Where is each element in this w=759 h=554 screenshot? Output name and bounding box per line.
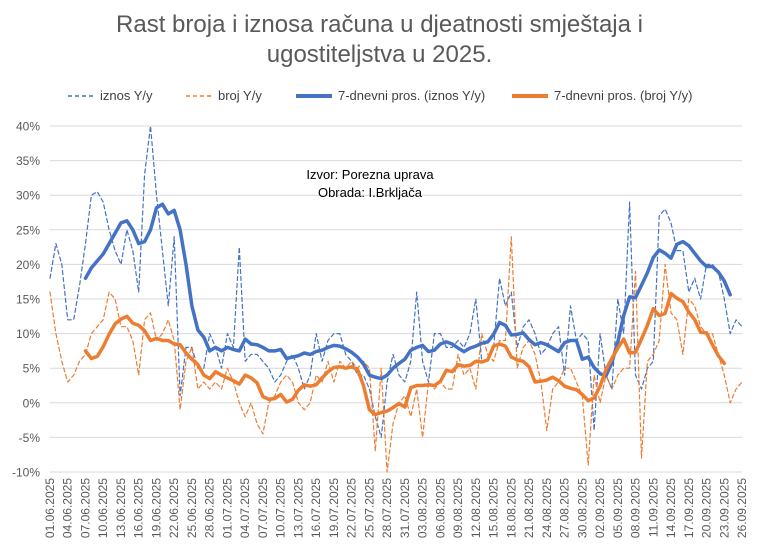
legend-swatch-broj [186,94,212,97]
author-line: Obrada: I.Brkljača [317,185,423,200]
legend-item-avg-broj: 7-dnevni pros. (broj Y/y) [512,88,693,103]
legend-label-iznos: iznos Y/y [100,88,153,103]
x-tick-label: 07.07.2025 [256,478,270,538]
legend-item-broj: broj Y/y [186,88,262,103]
x-tick-label: 16.06.2025 [132,478,146,538]
x-tick-label: 15.08.2025 [487,478,501,538]
series-line-3 [83,291,727,417]
x-tick-label: 09.08.2025 [451,478,465,538]
y-tick-label: 10% [16,327,40,341]
y-tick-label: 5% [23,362,41,376]
y-tick-label: -10% [12,466,40,480]
x-tick-label: 10.07.2025 [274,478,288,538]
x-tick-label: 31.07.2025 [398,478,412,538]
series-line-1 [49,236,743,473]
x-tick-label: 21.08.2025 [522,478,536,538]
y-tick-label: 30% [16,189,40,203]
chart-legend: iznos Y/y broj Y/y 7-dnevni pros. (iznos… [0,88,759,108]
x-tick-label: 22.06.2025 [167,478,181,538]
x-tick-label: 24.08.2025 [540,478,554,538]
y-tick-label: 25% [16,223,40,237]
x-tick-label: 02.09.2025 [593,478,607,538]
x-tick-label: 17.09.2025 [682,478,696,538]
legend-label-avg-iznos: 7-dnevni pros. (iznos Y/y) [338,88,486,103]
chart-gridlines [50,125,742,473]
y-axis-labels: -10% -5% 0% 5% 10% 15% 20% 25% 30% 35% 40% [12,120,40,480]
x-tick-label: 10.06.2025 [96,478,110,538]
x-tick-label: 12.08.2025 [469,478,483,538]
legend-item-iznos: iznos Y/y [68,88,153,103]
series-line-2 [83,202,732,381]
x-tick-label: 26.09.2025 [735,478,749,538]
x-tick-label: 18.08.2025 [504,478,518,538]
x-tick-label: 19.07.2025 [327,478,341,538]
x-tick-label: 30.08.2025 [575,478,589,538]
x-tick-label: 01.07.2025 [220,478,234,538]
y-tick-label: 35% [16,154,40,168]
legend-item-avg-iznos: 7-dnevni pros. (iznos Y/y) [296,88,485,103]
x-tick-label: 25.06.2025 [185,478,199,538]
chart-title-line-1: Rast broja i iznosa računa u djeatnosti … [116,11,643,38]
legend-label-broj: broj Y/y [218,88,262,103]
x-tick-label: 04.07.2025 [238,478,252,538]
x-tick-label: 04.06.2025 [61,478,75,538]
chart-title-line-2: ugostiteljstva u 2025. [266,41,493,68]
x-tick-label: 11.09.2025 [646,478,660,537]
x-tick-label: 19.06.2025 [149,478,163,538]
x-tick-label: 20.09.2025 [700,478,714,538]
legend-swatch-iznos [68,94,94,97]
x-tick-label: 14.09.2025 [664,478,678,538]
source-line: Izvor: Porezna uprava [306,167,434,182]
x-tick-label: 06.08.2025 [433,478,447,538]
x-tick-label: 08.09.2025 [629,478,643,538]
legend-label-avg-broj: 7-dnevni pros. (broj Y/y) [554,88,693,103]
y-tick-label: 15% [16,293,40,307]
x-tick-label: 03.08.2025 [416,478,430,538]
chart-title: Rast broja i iznosa računa u djeatnosti … [0,10,759,70]
x-tick-label: 28.06.2025 [203,478,217,538]
x-tick-label: 01.06.2025 [43,478,57,538]
x-tick-label: 13.06.2025 [114,478,128,538]
x-tick-label: 28.07.2025 [380,478,394,538]
x-tick-label: 25.07.2025 [362,478,376,538]
legend-swatch-avg-iznos [296,93,332,98]
legend-swatch-avg-broj [512,93,548,98]
y-tick-label: 40% [16,120,40,134]
x-tick-label: 07.06.2025 [78,478,92,538]
x-axis-labels: 01.06.2025 04.06.2025 07.06.2025 10.06.2025… [43,478,749,538]
x-tick-label: 13.07.2025 [291,478,305,538]
y-tick-label: 20% [16,258,40,272]
x-tick-label: 05.09.2025 [611,478,625,538]
x-tick-label: 23.09.2025 [717,478,731,538]
x-tick-label: 22.07.2025 [345,478,359,538]
x-tick-label: 16.07.2025 [309,478,323,538]
x-tick-label: 27.08.2025 [558,478,572,538]
chart-series [49,125,743,473]
source-annotation: Izvor: Porezna uprava Obrada: I.Brkljača [300,166,440,202]
y-tick-label: 0% [23,396,41,410]
y-tick-label: -5% [19,431,41,445]
